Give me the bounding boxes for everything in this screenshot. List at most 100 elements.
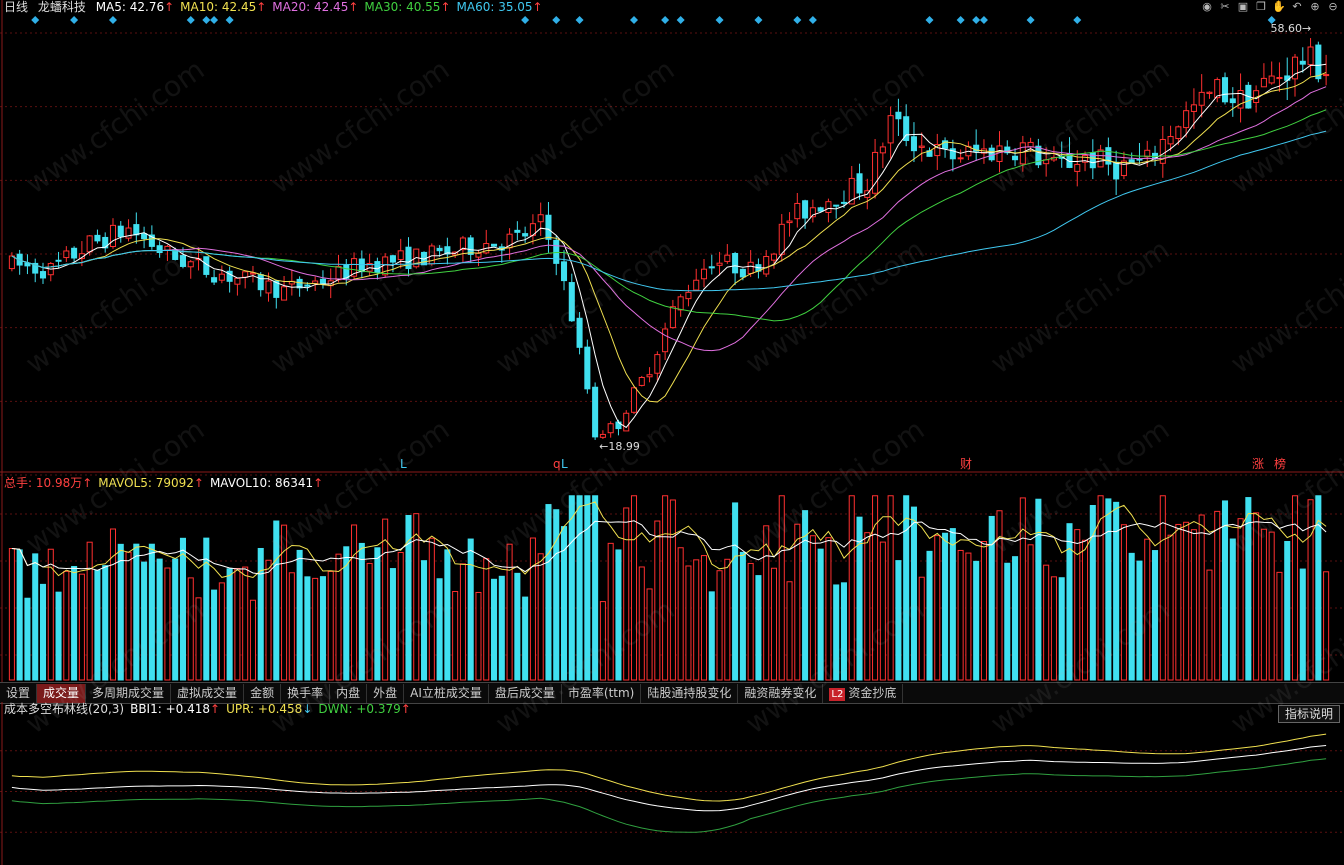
volume-bar	[654, 520, 661, 681]
volume-bar	[312, 577, 319, 681]
tab-3[interactable]: 虚拟成交量	[171, 683, 245, 703]
event-marker[interactable]: q	[553, 457, 561, 471]
scissors-icon[interactable]: ✂	[1220, 0, 1230, 13]
eye-icon[interactable]: ◉	[1202, 0, 1212, 13]
volume-bar	[506, 543, 513, 681]
volume-bar	[32, 553, 39, 681]
hand-icon[interactable]: ✋	[1272, 0, 1286, 13]
event-marker[interactable]: L	[400, 457, 407, 471]
volume-bar	[833, 584, 840, 681]
candle	[1307, 38, 1314, 76]
indicator-explain-button[interactable]: 指标说明	[1277, 705, 1340, 723]
period-label[interactable]: 日线	[4, 0, 29, 14]
candle	[879, 142, 886, 169]
volume-bar	[817, 548, 824, 681]
zoom-out-icon[interactable]: ⊖	[1328, 0, 1338, 13]
signal-diamond-icon	[972, 16, 981, 24]
candle	[833, 204, 840, 219]
volume-bar	[1198, 514, 1205, 681]
volume-bar	[389, 568, 396, 681]
candle	[872, 138, 879, 199]
volume-bar	[358, 542, 365, 681]
volume-bar	[996, 510, 1003, 681]
tab-0[interactable]: 设置	[0, 683, 38, 703]
signal-diamond-icon	[108, 16, 117, 24]
indicator-chart-pane[interactable]: 成本多空布林线(20,3) BBI1: +0.418↑ UPR: +0.458↓ DW…	[0, 702, 1344, 865]
tab-9[interactable]: 盘后成交量	[489, 683, 562, 703]
lock-icon[interactable]: ▣	[1237, 0, 1249, 13]
candle	[576, 312, 583, 355]
volume-bar	[623, 507, 630, 681]
tab-7[interactable]: 外盘	[367, 683, 405, 703]
signal-diamond-icon	[575, 16, 584, 24]
zoom-in-icon[interactable]: ⊕	[1310, 0, 1320, 13]
signal-diamond-icon	[956, 16, 965, 24]
candle	[444, 237, 451, 265]
tab-4[interactable]: 金额	[244, 683, 282, 703]
candle	[1260, 63, 1267, 88]
event-marker[interactable]: 财	[960, 457, 972, 471]
volume-bar	[117, 543, 124, 681]
volume-bar	[1299, 568, 1306, 681]
candle	[770, 252, 778, 269]
copy-icon[interactable]: ❐	[1256, 0, 1266, 13]
volume-bar	[747, 562, 754, 681]
candle	[491, 243, 498, 247]
undo-icon[interactable]: ↶	[1292, 0, 1302, 13]
volume-bar	[304, 576, 311, 681]
volume-bar	[436, 578, 443, 681]
tab-2[interactable]: 多周期成交量	[86, 683, 172, 703]
event-marker[interactable]: 涨	[1252, 456, 1264, 471]
volume-bar	[39, 583, 47, 681]
volume-bar	[903, 495, 910, 681]
volume-bar	[1159, 495, 1166, 681]
ma-legend-item: MA60: 35.05↑	[456, 0, 543, 14]
volume-bar	[1105, 498, 1112, 681]
tab-13[interactable]: L2 资金抄底	[823, 683, 904, 703]
volume-bar	[164, 567, 171, 681]
candle	[1159, 125, 1166, 178]
indicator-chart[interactable]	[0, 702, 1344, 865]
candle	[973, 129, 980, 161]
volume-bar	[421, 560, 428, 681]
volume-bar	[568, 495, 575, 681]
volume-bar	[739, 551, 746, 681]
tab-10[interactable]: 市盈率(ttm)	[562, 683, 642, 703]
volume-chart[interactable]	[0, 476, 1344, 682]
signal-diamond-icon	[754, 16, 763, 24]
vol-legend-item: MAVOL5: 79092↑	[98, 476, 204, 490]
tab-12[interactable]: 融资融券变化	[738, 683, 824, 703]
volume-bar	[467, 538, 474, 681]
tab-8[interactable]: AI立桩成交量	[404, 683, 489, 703]
volume-bar	[957, 549, 964, 681]
signal-diamond-icon	[793, 16, 802, 24]
volume-chart-pane[interactable]: 总手: 10.98万↑ MAVOL5: 79092↑ MAVOL10: 86341↑	[0, 476, 1344, 682]
event-marker[interactable]: 榜	[1274, 456, 1286, 471]
volume-bar	[187, 577, 194, 681]
tab-1[interactable]: 成交量	[37, 683, 87, 703]
price-chart[interactable]: 58.60→←18.99L q L 财涨榜	[0, 0, 1344, 476]
tab-11[interactable]: 陆股通持股变化	[641, 683, 739, 703]
candle	[498, 243, 505, 263]
signal-diamond-icon	[676, 16, 685, 24]
volume-bar	[249, 599, 256, 681]
volume-bar	[195, 597, 202, 681]
candle	[654, 351, 661, 381]
tab-5[interactable]: 换手率	[281, 683, 331, 703]
event-marker[interactable]: L	[561, 457, 568, 471]
candle	[825, 198, 832, 223]
volume-bar	[172, 558, 179, 681]
volume-bar	[55, 591, 62, 681]
candle	[1276, 62, 1283, 92]
volume-bar	[475, 591, 482, 681]
volume-bar	[498, 575, 505, 681]
volume-bar	[141, 561, 148, 681]
volume-bar	[102, 565, 109, 681]
volume-bar	[78, 573, 85, 681]
candle	[677, 294, 684, 317]
volume-bar	[926, 550, 933, 681]
candle	[71, 246, 78, 262]
tab-6[interactable]: 内盘	[330, 683, 368, 703]
candle	[467, 235, 474, 263]
